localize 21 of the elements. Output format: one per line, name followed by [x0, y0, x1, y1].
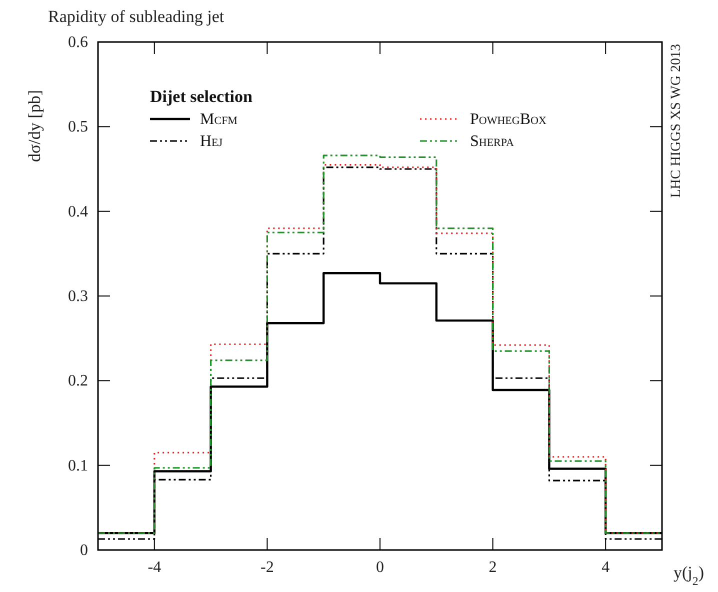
- legend-label: PowhegBox: [470, 111, 546, 128]
- x-axis-title: y(j$_{2}$): [673, 563, 704, 588]
- y-tick-label: 0.5: [68, 118, 88, 136]
- y-tick-label: 0.3: [68, 288, 88, 305]
- legend-label: Sherpa: [470, 133, 514, 150]
- y-tick-label: 0.1: [68, 457, 88, 474]
- y-tick-label: 0: [80, 542, 88, 559]
- legend-title: Dijet selection: [150, 87, 253, 106]
- y-tick-label: 0.4: [68, 203, 88, 220]
- chart-title: Rapidity of subleading jet: [48, 7, 224, 26]
- y-tick-label: 0.2: [68, 372, 88, 390]
- x-tick-label: 0: [376, 559, 384, 576]
- x-tick-label: -2: [260, 559, 274, 576]
- y-tick-label: 0.6: [68, 34, 88, 51]
- text: LHC HIGGS XS WG 2013: [669, 44, 684, 198]
- x-tick-label: 4: [602, 559, 610, 576]
- y-axis-title: dσ/dy [pb]: [25, 90, 44, 162]
- legend-label: Mcfm: [200, 111, 238, 128]
- x-tick-label: 2: [488, 559, 497, 576]
- legend-label: Hej: [200, 133, 224, 150]
- x-tick-label: -4: [148, 559, 162, 576]
